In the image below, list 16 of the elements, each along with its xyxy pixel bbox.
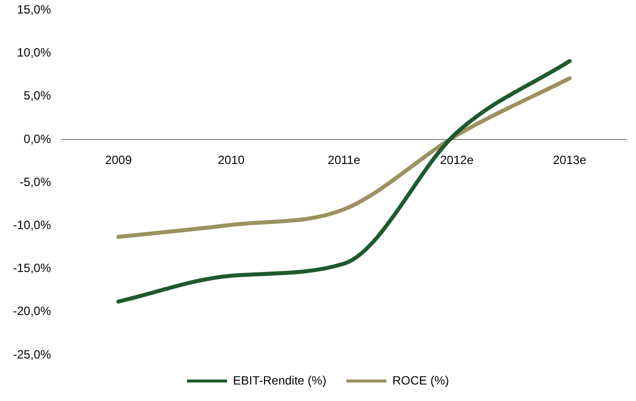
y-tick-label: -20,0% xyxy=(12,304,52,318)
x-tick-label: 2010 xyxy=(218,153,245,168)
y-tick-label: 15,0% xyxy=(16,2,52,17)
x-tick-label: 2013e xyxy=(552,153,587,168)
y-tick-label: -10,0% xyxy=(12,218,52,232)
y-tick-label: 5,0% xyxy=(24,88,52,103)
legend-label: EBIT-Rendite (%) xyxy=(232,373,326,388)
y-tick-label: -15,0% xyxy=(12,261,52,276)
x-tick-label: 2012e xyxy=(440,153,474,168)
x-tick-label: 2011e xyxy=(328,153,361,168)
legend-label: ROCE (%) xyxy=(392,373,450,388)
y-tick-label: -25,0% xyxy=(12,347,52,362)
y-tick-label: -5,0% xyxy=(20,174,52,189)
y-tick-label: 0,0% xyxy=(24,132,52,146)
y-tick-label: 10,0% xyxy=(16,46,52,60)
x-tick-label: 2009 xyxy=(105,153,132,168)
